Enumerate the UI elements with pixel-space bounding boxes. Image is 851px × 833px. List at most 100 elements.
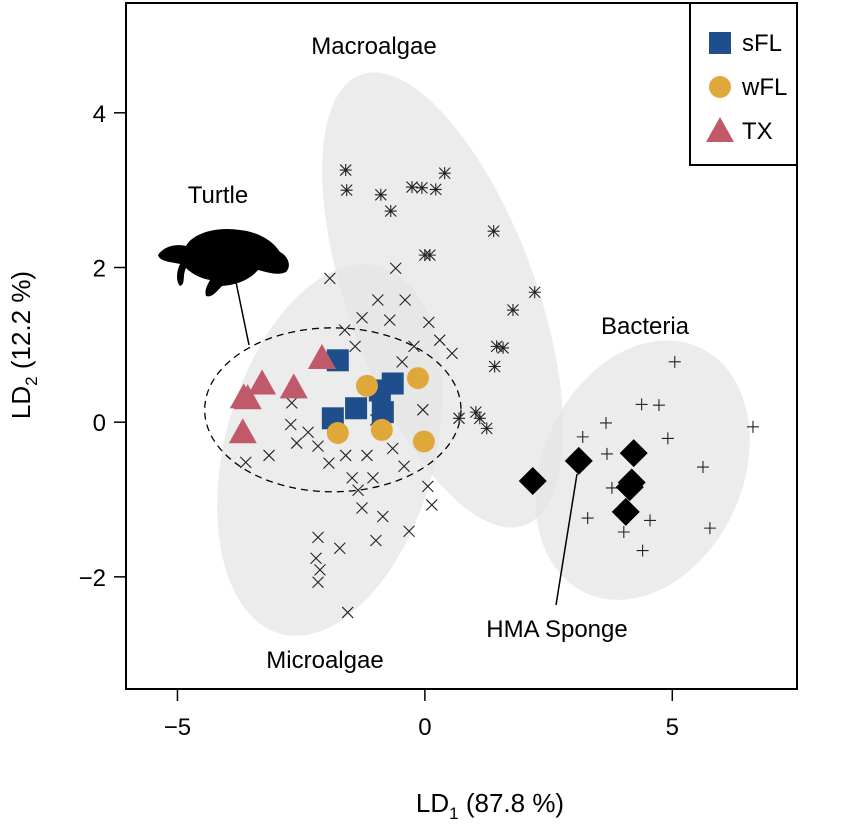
legend-marker bbox=[706, 117, 734, 142]
point bbox=[307, 343, 336, 369]
point bbox=[352, 484, 364, 497]
turtle-icon bbox=[158, 228, 289, 297]
point bbox=[384, 205, 397, 218]
point bbox=[310, 552, 322, 565]
x-axis-label: LD1 (87.8 %) bbox=[416, 788, 564, 823]
annotation: Turtle bbox=[188, 182, 248, 209]
point bbox=[263, 449, 275, 462]
group-ellipse bbox=[535, 340, 750, 600]
point bbox=[228, 418, 257, 444]
point bbox=[429, 183, 442, 196]
point bbox=[615, 473, 644, 502]
point bbox=[285, 396, 298, 409]
point bbox=[453, 412, 466, 425]
point bbox=[239, 456, 252, 469]
point bbox=[473, 412, 486, 425]
point bbox=[381, 372, 404, 395]
y-tick-label: 0 bbox=[93, 410, 106, 437]
point bbox=[652, 399, 665, 412]
point bbox=[446, 347, 458, 360]
point bbox=[312, 531, 324, 544]
point bbox=[423, 249, 436, 262]
point bbox=[322, 457, 335, 470]
group-label: Macroalgae bbox=[311, 33, 436, 60]
point bbox=[480, 422, 493, 435]
point bbox=[346, 471, 359, 484]
point bbox=[425, 499, 438, 511]
legend-marker bbox=[709, 76, 731, 98]
point bbox=[635, 398, 648, 411]
point bbox=[374, 188, 387, 201]
point bbox=[356, 311, 368, 324]
point bbox=[279, 373, 308, 399]
point bbox=[371, 401, 394, 424]
point bbox=[386, 442, 399, 455]
turtle-ellipse bbox=[204, 327, 462, 493]
point bbox=[415, 181, 428, 194]
y-axis-label: LD2 (12.2 %) bbox=[6, 271, 41, 419]
point bbox=[376, 510, 389, 523]
y-tick-label: −2 bbox=[79, 565, 106, 592]
point bbox=[290, 437, 303, 449]
x-tick-label: −5 bbox=[164, 714, 191, 741]
point bbox=[433, 334, 446, 347]
annotation: HMA Sponge bbox=[486, 616, 627, 643]
point bbox=[581, 512, 594, 525]
point bbox=[233, 384, 262, 410]
point bbox=[248, 369, 277, 395]
point bbox=[487, 225, 500, 238]
point bbox=[371, 294, 384, 306]
point bbox=[323, 272, 336, 285]
point-layer bbox=[228, 164, 759, 619]
ellipse-layer bbox=[204, 72, 750, 636]
point bbox=[314, 564, 326, 576]
point bbox=[564, 446, 593, 475]
point bbox=[341, 606, 354, 619]
point bbox=[438, 167, 451, 180]
point bbox=[469, 406, 482, 419]
point bbox=[746, 420, 759, 433]
point bbox=[422, 316, 435, 329]
point bbox=[600, 447, 613, 460]
point bbox=[396, 355, 409, 368]
legend-box bbox=[689, 2, 798, 166]
point bbox=[497, 341, 510, 354]
y-tick-label: 4 bbox=[93, 101, 106, 128]
turtle-pointer bbox=[235, 281, 250, 346]
legend-marker bbox=[709, 32, 731, 54]
point bbox=[644, 514, 657, 527]
point bbox=[406, 181, 419, 194]
x-tick-label: 5 bbox=[666, 714, 679, 741]
point bbox=[488, 360, 501, 373]
y-label: LD bbox=[6, 386, 36, 419]
group-label: Microalgae bbox=[266, 647, 383, 674]
point bbox=[312, 576, 324, 589]
plot-frame bbox=[125, 2, 798, 690]
point bbox=[417, 403, 429, 416]
sponge-pointer bbox=[555, 473, 578, 606]
point bbox=[398, 460, 410, 473]
point bbox=[661, 432, 674, 445]
point bbox=[389, 262, 402, 275]
group-ellipse bbox=[322, 72, 564, 528]
point bbox=[605, 481, 618, 494]
point bbox=[636, 544, 649, 557]
point bbox=[406, 367, 429, 390]
point bbox=[399, 294, 411, 306]
x-tick-label: 0 bbox=[418, 714, 431, 741]
legend-label: sFL bbox=[742, 30, 782, 57]
point bbox=[370, 534, 382, 547]
point bbox=[506, 304, 519, 317]
point bbox=[383, 314, 396, 326]
point bbox=[408, 340, 420, 353]
x-label-suffix: (87.8 %) bbox=[459, 788, 565, 818]
point bbox=[284, 418, 297, 431]
point bbox=[668, 355, 681, 368]
point bbox=[412, 430, 435, 453]
x-label: LD bbox=[416, 788, 449, 818]
point bbox=[345, 397, 368, 420]
legend-label: TX bbox=[742, 118, 773, 145]
point bbox=[703, 522, 716, 535]
point bbox=[338, 324, 351, 337]
